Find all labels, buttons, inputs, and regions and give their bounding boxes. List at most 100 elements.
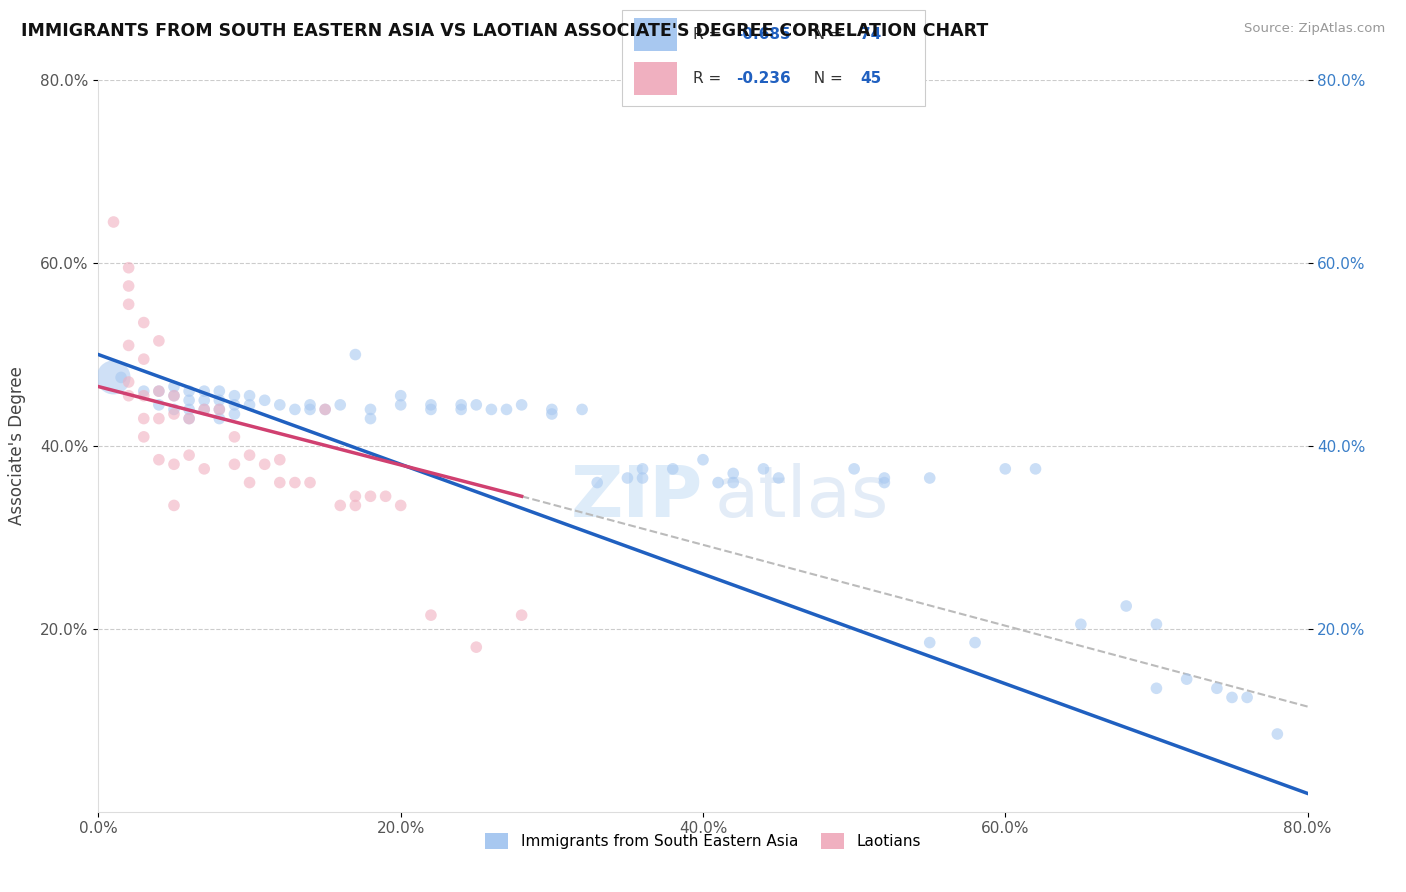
Point [723,475,745,490]
Point [329,398,352,412]
Point [269,398,291,412]
Text: atlas: atlas [716,463,890,532]
Text: IMMIGRANTS FROM SOUTH EASTERN ASIA VS LAOTIAN ASSOCIATE'S DEGREE CORRELATION CHA: IMMIGRANTS FROM SOUTH EASTERN ASIA VS LA… [21,22,988,40]
Point [510,608,533,623]
Point [631,462,654,476]
Point [148,398,170,412]
Point [269,452,291,467]
Point [224,430,246,444]
Point [510,398,533,412]
Point [224,398,246,412]
Point [163,402,186,417]
Point [132,352,155,367]
Point [163,407,186,421]
Point [389,398,412,412]
Point [148,384,170,398]
Point [148,411,170,425]
Point [329,499,352,513]
Text: 74: 74 [860,27,882,42]
Point [1220,690,1243,705]
Point [571,402,593,417]
Point [208,402,231,417]
Point [540,407,562,421]
Point [224,457,246,471]
Point [299,402,322,417]
Point [132,430,155,444]
Text: -0.685: -0.685 [737,27,790,42]
Point [1267,727,1289,741]
Point [193,393,215,408]
Point [148,334,170,348]
Point [224,407,246,421]
Point [118,297,141,311]
Point [1236,690,1258,705]
Point [118,389,141,403]
Point [723,467,745,481]
Point [193,384,215,398]
Point [284,402,307,417]
Bar [634,18,678,51]
Point [132,316,155,330]
Point [179,448,201,462]
Point [239,389,262,403]
Point [768,471,790,485]
Point [193,402,215,417]
Point [163,379,186,393]
Point [193,462,215,476]
Point [1115,599,1137,613]
Point [179,384,201,398]
Point [344,489,367,503]
FancyBboxPatch shape [621,10,925,106]
Point [1144,681,1167,696]
Point [253,457,276,471]
Point [193,402,215,417]
Point [284,475,307,490]
Point [103,215,125,229]
Text: R =: R = [693,27,725,42]
Point [1070,617,1092,632]
Point [692,452,714,467]
Point [465,398,488,412]
Point [481,402,503,417]
Point [314,402,336,417]
Text: ZIP: ZIP [571,463,703,532]
Text: N =: N = [804,71,848,87]
Point [163,499,186,513]
Text: N =: N = [804,27,848,42]
Point [918,471,941,485]
Point [179,402,201,417]
Point [132,389,155,403]
Point [495,402,517,417]
Point [239,398,262,412]
Point [239,475,262,490]
Bar [634,62,678,95]
Legend: Immigrants from South Eastern Asia, Laotians: Immigrants from South Eastern Asia, Laot… [479,827,927,855]
Point [179,411,201,425]
Point [420,402,443,417]
Point [208,393,231,408]
Point [661,462,683,476]
Point [314,402,336,417]
Point [179,411,201,425]
Point [208,384,231,398]
Point [873,471,896,485]
Text: R =: R = [693,71,725,87]
Point [707,475,730,490]
Point [1024,462,1046,476]
Point [965,635,987,649]
Point [374,489,396,503]
Point [239,448,262,462]
Point [224,389,246,403]
Point [344,347,367,362]
Point [360,411,382,425]
Point [208,402,231,417]
Point [179,393,201,408]
Point [253,393,276,408]
Point [208,411,231,425]
Point [110,370,132,384]
Point [163,389,186,403]
Point [918,635,941,649]
Point [873,475,896,490]
Point [163,457,186,471]
Point [299,398,322,412]
